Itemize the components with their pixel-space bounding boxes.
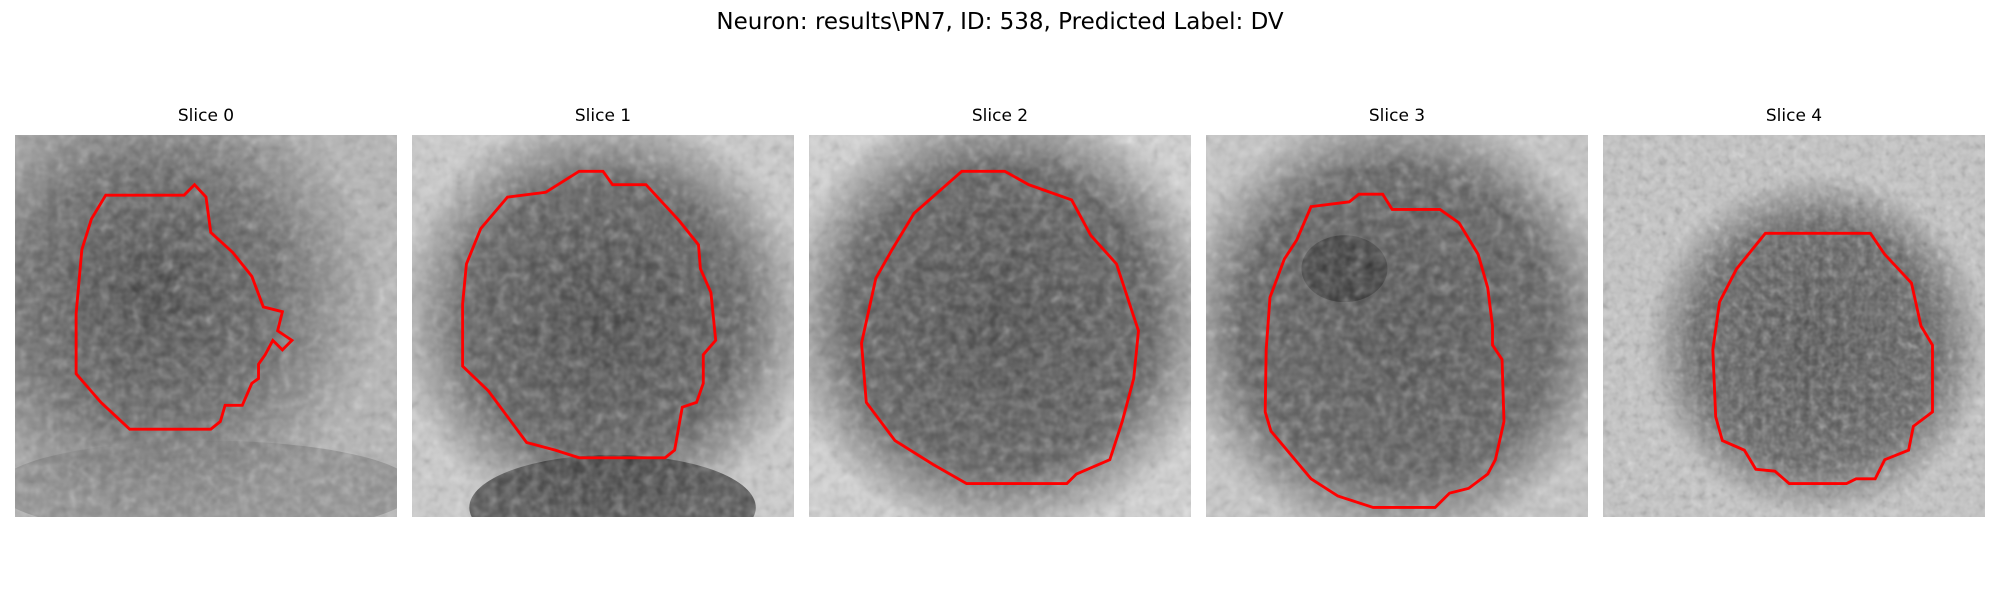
slice-image — [1603, 135, 1985, 517]
cell-contour — [1263, 192, 1506, 509]
slice-title: Slice 0 — [177, 106, 235, 126]
cell-contour — [74, 182, 295, 431]
slice-panel-0: Slice 0 — [15, 105, 397, 517]
slice-panel-1: Slice 1 — [412, 105, 794, 517]
figure-title: Neuron: results\PN7, ID: 538, Predicted … — [716, 9, 1284, 35]
cell-contour — [461, 169, 718, 460]
slice-image — [1206, 135, 1588, 517]
slice-title: Slice 3 — [1368, 106, 1426, 126]
slice-title: Slice 1 — [574, 106, 632, 126]
slice-panel-3: Slice 3 — [1206, 105, 1588, 517]
cell-contour — [860, 169, 1140, 486]
slice-panel-4: Slice 4 — [1603, 105, 1985, 517]
slice-image — [412, 135, 794, 517]
slice-title: Slice 4 — [1765, 106, 1823, 126]
slice-panel-2: Slice 2 — [809, 105, 1191, 517]
slice-title: Slice 2 — [971, 106, 1029, 126]
slice-image — [15, 135, 397, 517]
slice-image — [809, 135, 1191, 517]
cell-contour — [1711, 231, 1934, 486]
